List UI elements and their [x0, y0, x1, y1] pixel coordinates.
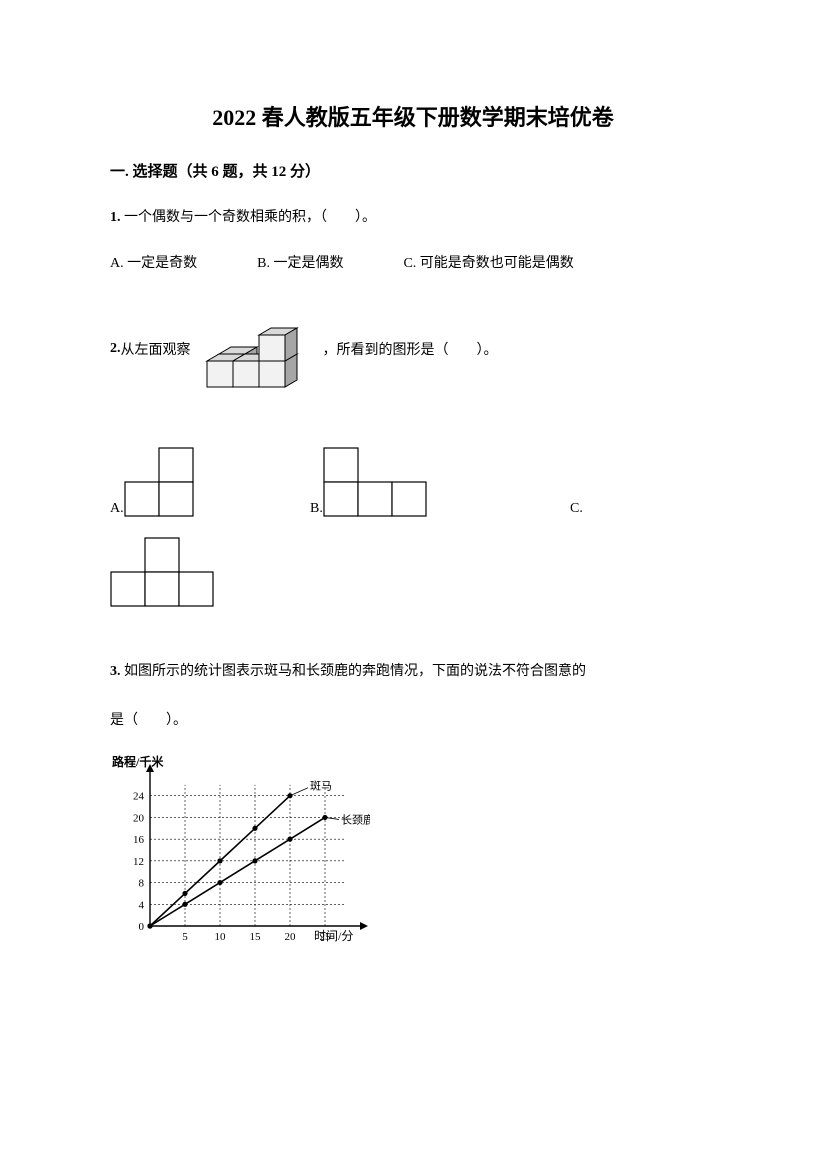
- svg-text:16: 16: [133, 835, 145, 847]
- svg-text:4: 4: [139, 900, 145, 912]
- svg-text:时间/分: 时间/分: [314, 929, 353, 943]
- q2-optA-label: A.: [110, 501, 124, 517]
- q2-option-b[interactable]: B.: [310, 447, 570, 517]
- svg-text:20: 20: [133, 813, 145, 825]
- question-3: 3. 如图所示的统计图表示斑马和长颈鹿的奔跑情况，下面的说法不符合图意的: [110, 657, 716, 688]
- q1-option-a[interactable]: A. 一定是奇数: [110, 252, 197, 272]
- q2-option-c[interactable]: C.: [570, 501, 583, 517]
- q1-option-b[interactable]: B. 一定是偶数: [257, 252, 343, 272]
- q2-option-a[interactable]: A.: [110, 447, 310, 517]
- q2-optB-label: B.: [310, 501, 323, 517]
- flat-shape-b: [323, 447, 427, 517]
- question-3-line2: 是（ ）。: [110, 706, 716, 737]
- svg-text:0: 0: [139, 921, 145, 933]
- q2-optC-label: C.: [570, 501, 583, 517]
- q1-number: 1.: [110, 210, 121, 225]
- svg-text:长颈鹿: 长颈鹿: [341, 813, 370, 827]
- q1-text: 一个偶数与一个奇数相乘的积，（ ）。: [124, 210, 376, 225]
- question-1: 1. 一个偶数与一个奇数相乘的积，（ ）。: [110, 203, 716, 234]
- svg-text:路程/千米: 路程/千米: [112, 754, 164, 769]
- q1-options: A. 一定是奇数 B. 一定是偶数 C. 可能是奇数也可能是偶数: [110, 252, 716, 272]
- q3-number: 3.: [110, 664, 121, 679]
- flat-shape-c: [110, 537, 716, 607]
- question-2: 2. 从左面观察 ，所看到的图形是（ ）。: [110, 302, 716, 397]
- q2-post-text: ，所看到的图形是（ ）。: [323, 339, 498, 359]
- svg-text:10: 10: [215, 931, 227, 943]
- cube-figure: [197, 302, 317, 397]
- q3-text: 如图所示的统计图表示斑马和长颈鹿的奔跑情况，下面的说法不符合图意的: [124, 664, 586, 679]
- svg-text:斑马: 斑马: [310, 780, 332, 793]
- svg-text:15: 15: [250, 931, 262, 943]
- q2-number: 2.: [110, 341, 121, 357]
- q2-pre-text: 从左面观察: [121, 339, 191, 359]
- line-chart: 04812162024510152025路程/千米时间/分斑马长颈鹿: [110, 754, 716, 954]
- svg-text:8: 8: [139, 878, 145, 890]
- svg-text:5: 5: [182, 931, 188, 943]
- svg-text:12: 12: [133, 856, 144, 868]
- svg-text:24: 24: [133, 791, 145, 803]
- q2-options-row: A. B. C.: [110, 447, 716, 517]
- flat-shape-a: [124, 447, 194, 517]
- svg-text:20: 20: [285, 931, 297, 943]
- q3-text2: 是（ ）。: [110, 713, 187, 728]
- q1-option-c[interactable]: C. 可能是奇数也可能是偶数: [403, 252, 573, 272]
- section-header: 一. 选择题（共 6 题，共 12 分）: [110, 160, 716, 181]
- page-title: 2022 春人教版五年级下册数学期末培优卷: [110, 100, 716, 132]
